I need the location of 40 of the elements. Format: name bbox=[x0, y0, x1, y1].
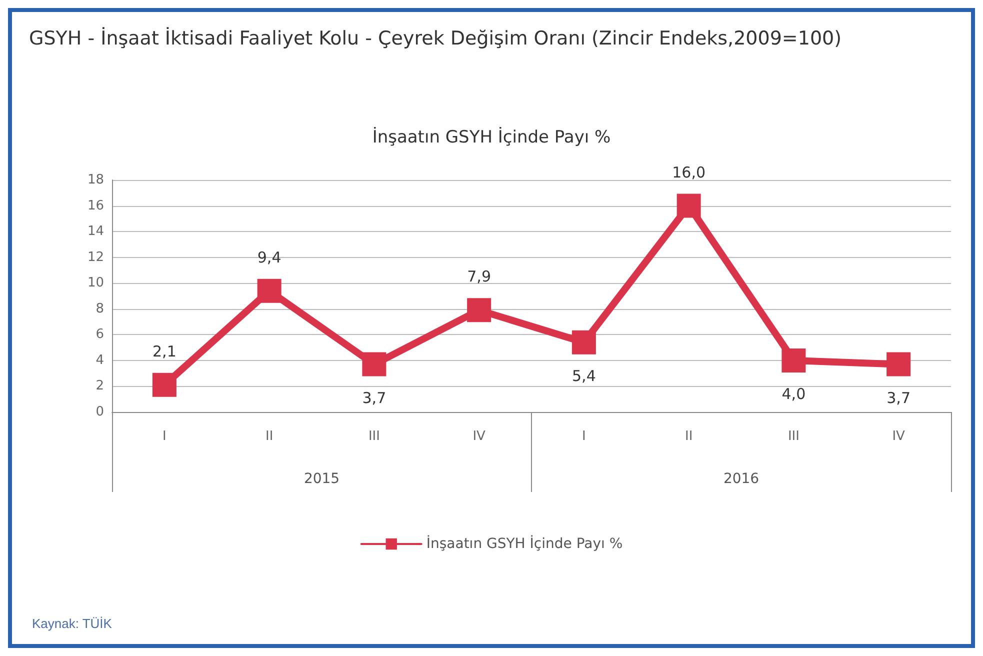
data-label: 4,0 bbox=[782, 384, 806, 403]
y-tick-label: 10 bbox=[87, 276, 104, 291]
x-tick-label: II bbox=[684, 429, 693, 444]
y-tick-label: 8 bbox=[96, 301, 104, 316]
x-tick-label: II bbox=[265, 429, 274, 444]
x-tick-label: III bbox=[788, 429, 800, 444]
data-label: 2,1 bbox=[152, 342, 176, 360]
data-label: 3,7 bbox=[886, 388, 910, 407]
point bbox=[362, 352, 386, 376]
point bbox=[467, 298, 492, 322]
text: Kaynak: TÜİK bbox=[32, 616, 112, 631]
y-tick-label: 16 bbox=[87, 198, 104, 214]
text: 2015 bbox=[304, 471, 340, 487]
point bbox=[676, 194, 701, 218]
chart-subtitle: İnşaatın GSYH İçinde Payı % bbox=[372, 126, 611, 148]
data-label: 9,4 bbox=[257, 248, 282, 266]
y-tick-label: 6 bbox=[96, 327, 104, 342]
point bbox=[572, 330, 596, 354]
x-tick-label: IV bbox=[892, 429, 906, 444]
x-tick-label: I bbox=[162, 429, 166, 444]
y-tick-label: 12 bbox=[87, 250, 104, 265]
text: 2016 bbox=[723, 471, 760, 487]
point bbox=[152, 372, 176, 397]
data-label: 16,0 bbox=[672, 163, 706, 182]
y-tick-label: 4 bbox=[96, 352, 104, 368]
chart-title: GSYH - İnşaat İktisadi Faaliyet Kolu - Çeyrek Değişim Oranı (Zincir Endeks,2009=100) bbox=[29, 26, 842, 50]
y-tick-label: 0 bbox=[96, 404, 104, 420]
data-label: 5,4 bbox=[572, 366, 596, 385]
y-tick-label: 14 bbox=[87, 224, 104, 240]
x-tick-label: I bbox=[582, 429, 586, 444]
y-tick-label: 2 bbox=[96, 378, 104, 394]
x-tick-label: III bbox=[368, 429, 380, 444]
point bbox=[782, 348, 806, 372]
data-label: 3,7 bbox=[362, 388, 386, 407]
x-tick-label: IV bbox=[472, 429, 486, 444]
point bbox=[257, 278, 282, 303]
legend-label: İnşaatın GSYH İçinde Payı % bbox=[426, 535, 623, 552]
point bbox=[886, 352, 911, 376]
y-tick-label: 18 bbox=[87, 172, 104, 188]
data-label: 7,9 bbox=[467, 268, 491, 286]
